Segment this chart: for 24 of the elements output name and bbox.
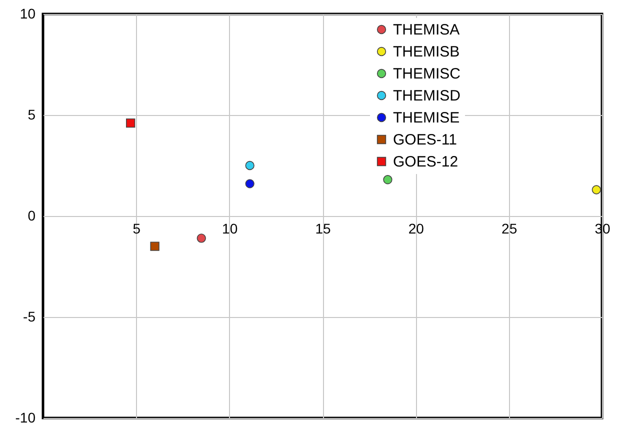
x-tick-label: 10: [222, 220, 238, 236]
y-tick-label: 0: [28, 208, 36, 224]
legend-label: THEMISD: [393, 88, 461, 104]
legend-label: GOES-11: [393, 132, 457, 148]
x-tick-label: 20: [408, 220, 424, 236]
y-tick-label: -5: [23, 308, 36, 324]
legend-label: THEMISE: [393, 110, 460, 126]
legend-label: THEMISB: [393, 44, 460, 60]
legend-label: THEMISA: [393, 22, 460, 38]
point: [150, 242, 160, 251]
x-tick-label: 25: [502, 220, 518, 236]
legend-label: THEMISC: [393, 66, 461, 82]
point: [196, 234, 206, 243]
x-tick-label: 15: [315, 220, 331, 236]
y-tick-label: 5: [28, 106, 36, 122]
y-tick-label: 10: [20, 6, 36, 22]
point: [245, 160, 254, 170]
legend-label: GOES-12: [393, 154, 458, 170]
point: [245, 179, 254, 188]
y-tick-label: -10: [15, 410, 36, 426]
x-tick-label: 5: [132, 220, 141, 236]
point: [592, 185, 601, 194]
point: [126, 118, 136, 128]
point: [383, 175, 392, 184]
